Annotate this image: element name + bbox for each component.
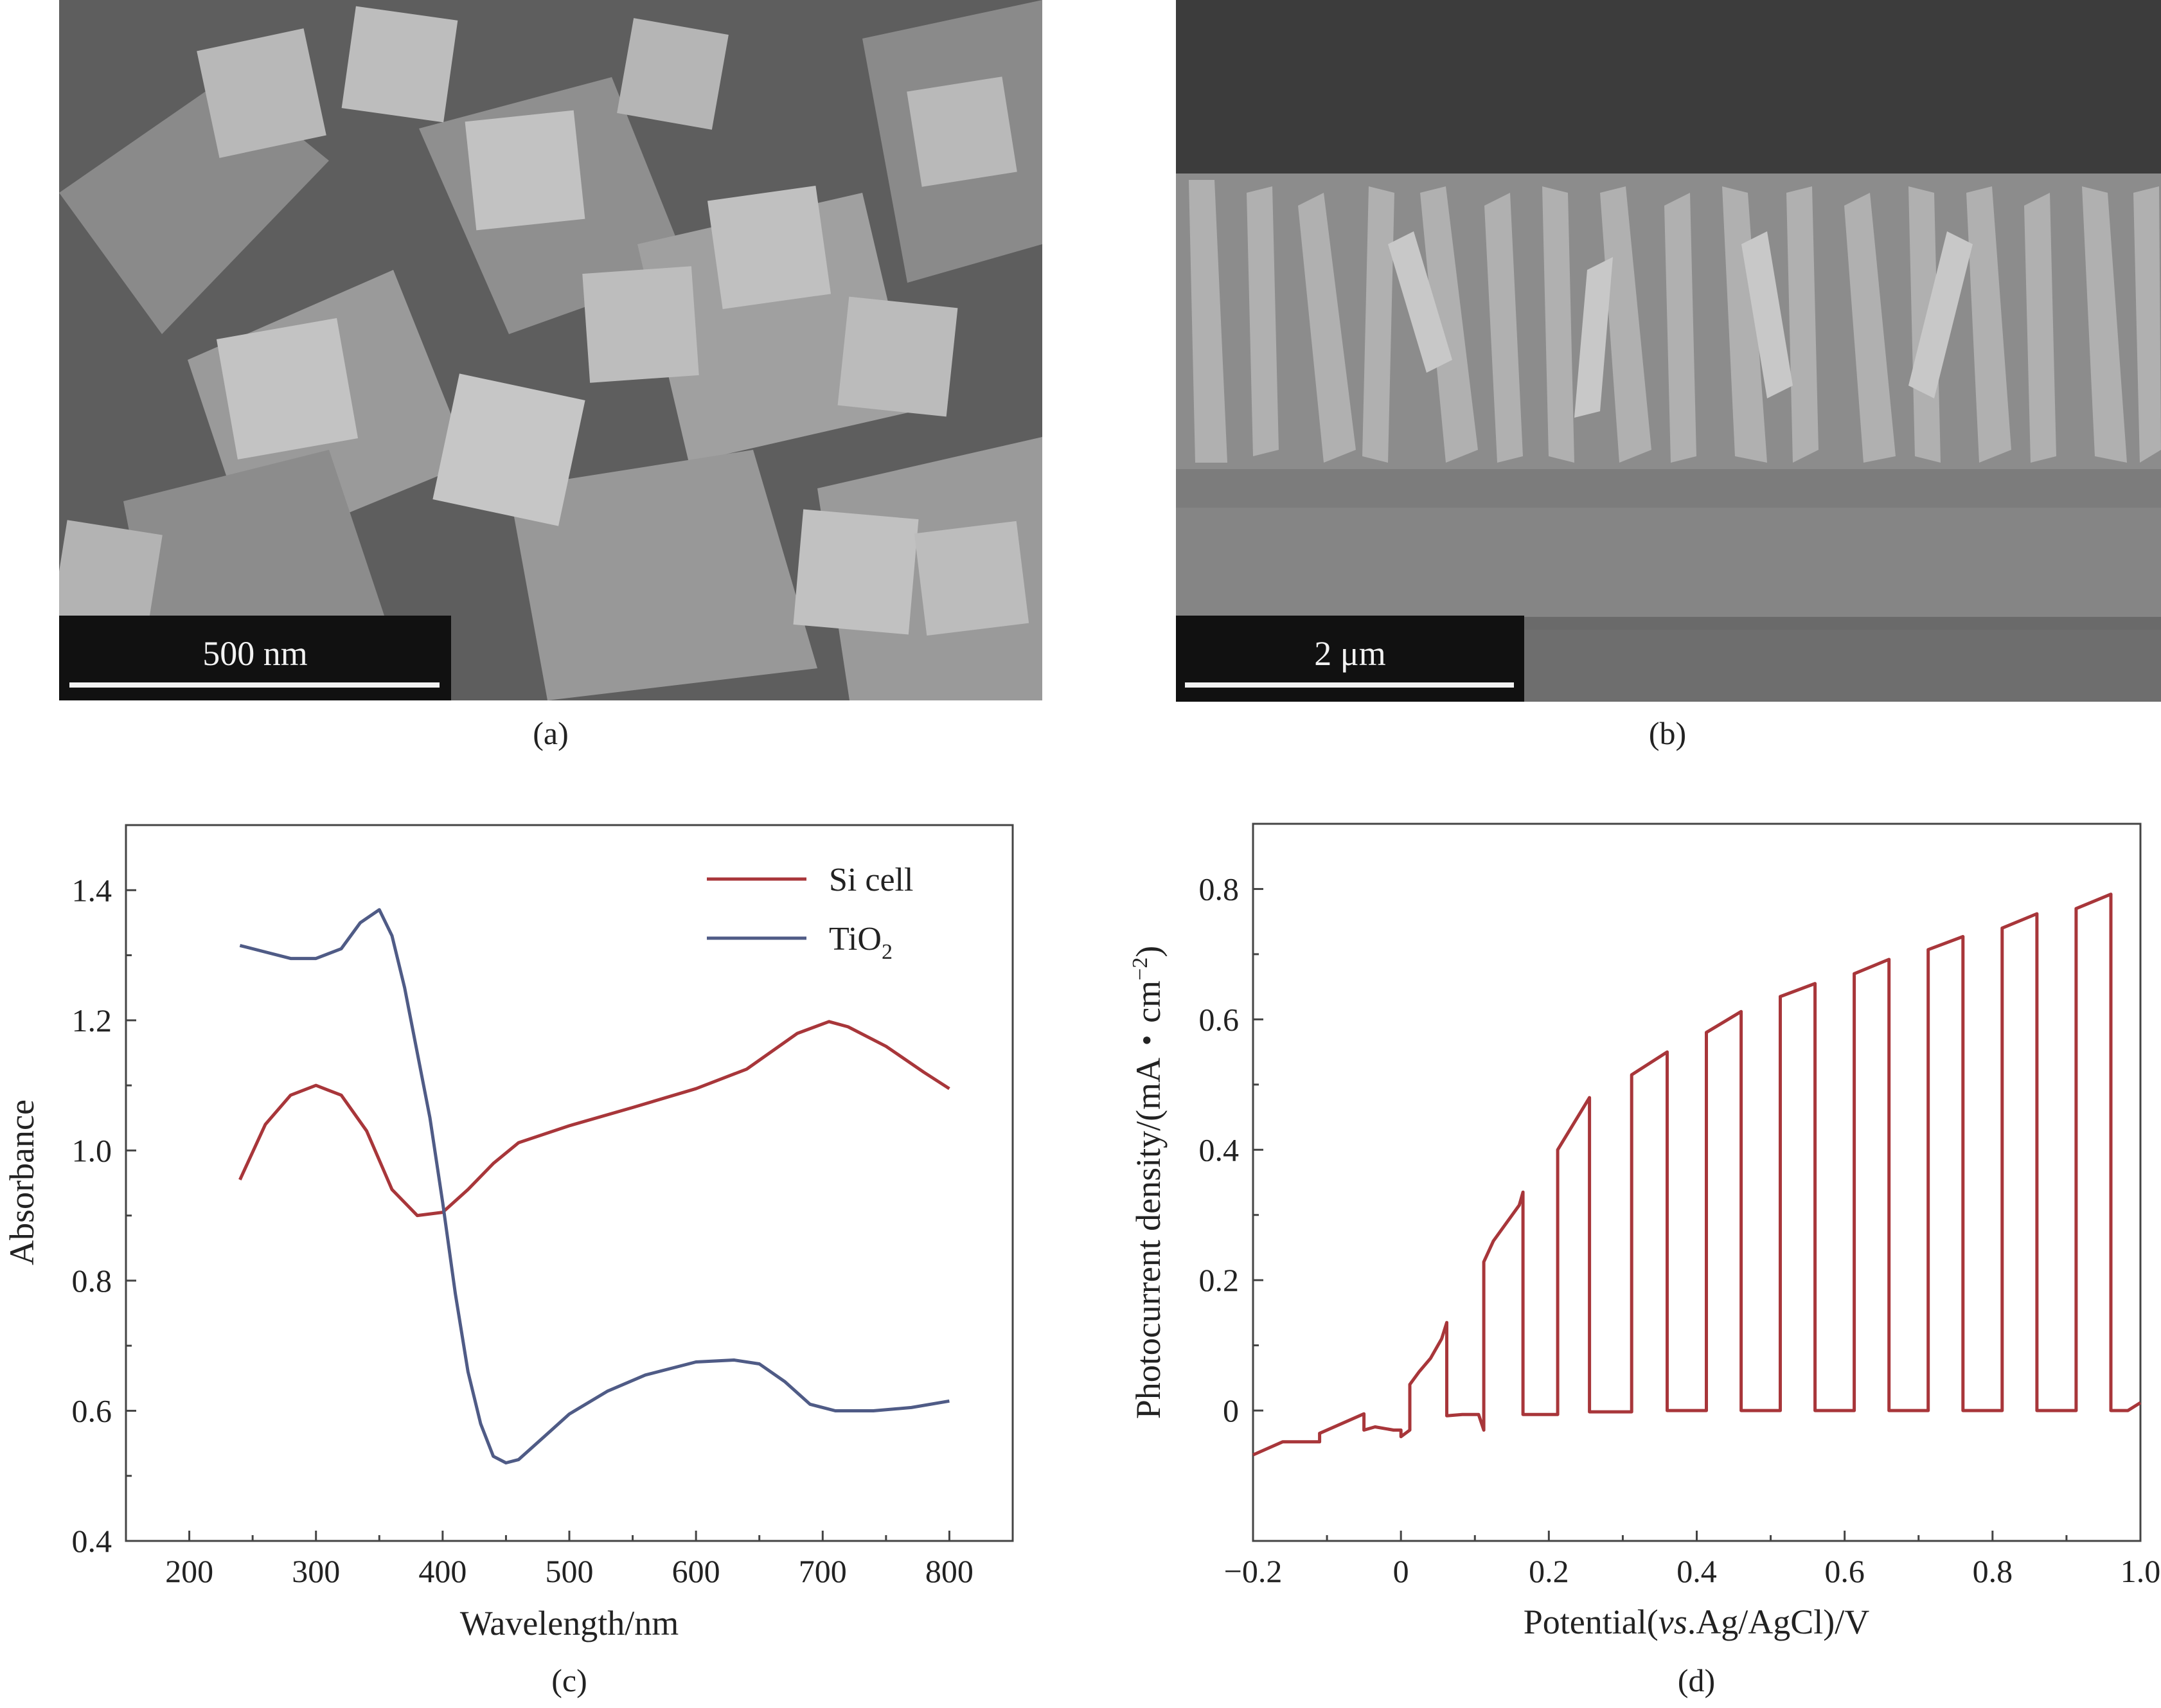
sem-image-cross-section bbox=[1176, 0, 2161, 702]
y-tick-label: 0.2 bbox=[1199, 1262, 1240, 1298]
x-tick-label: 500 bbox=[546, 1553, 594, 1589]
y-axis-label-d: Photocurrent density/(mA・cm−2) bbox=[1128, 946, 1168, 1419]
x-tick-label: 0.8 bbox=[1973, 1553, 2013, 1589]
y-tick-label: 1.2 bbox=[72, 1002, 112, 1038]
y-tick-label: 0.4 bbox=[1199, 1132, 1240, 1168]
scale-bar-label-b: 2 μm bbox=[1314, 634, 1386, 673]
series-line-si-cell bbox=[238, 1020, 950, 1218]
x-tick-label: −0.2 bbox=[1224, 1553, 1283, 1589]
caption-b: (b) bbox=[1648, 715, 1687, 751]
scale-bar-line-b bbox=[1185, 682, 1514, 688]
x-tick-label: 200 bbox=[165, 1553, 213, 1589]
y-tick-label: 1.0 bbox=[72, 1132, 112, 1168]
tick-group-c: 200 300 400 500 600 700 800 0.4 0.6 0.8 1.0 1.2 1.4 bbox=[72, 872, 974, 1589]
y-tick-label: 0.6 bbox=[1199, 1001, 1240, 1037]
chart-c: 200 300 400 500 600 700 8000.40.60.81.01.21.4 … bbox=[3, 824, 1014, 1698]
chart-d: −0.2 0 0.2 0.4 0.6 0.8 1.0 0 0.2 0.4 0.6 0.8 Potent… bbox=[1128, 823, 2161, 1698]
x-axis-label-c: Wavelength/nm bbox=[460, 1604, 679, 1642]
legend-label-si-cell: Si cell bbox=[829, 862, 913, 898]
sem-cross-section-texture bbox=[1176, 0, 2161, 702]
y-axis-label-c: Absorbance bbox=[3, 1099, 41, 1265]
y-tick-label: 0.8 bbox=[1199, 871, 1240, 907]
scale-bar-line-a bbox=[69, 682, 440, 688]
y-tick-label: 0.8 bbox=[72, 1263, 112, 1299]
y-tick-label: 1.4 bbox=[72, 872, 112, 908]
x-tick-label: 1.0 bbox=[2121, 1553, 2161, 1589]
x-axis-label-d: Potential(vs.Ag/AgCl)/V bbox=[1524, 1603, 1869, 1641]
x-tick-label: 800 bbox=[925, 1553, 974, 1589]
x-tick-label: 0.2 bbox=[1529, 1553, 1569, 1589]
legend-label-tio2: TiO2 bbox=[829, 921, 893, 964]
x-tick-label: 0.4 bbox=[1676, 1553, 1717, 1589]
y-tick-label: 0.6 bbox=[72, 1392, 112, 1428]
legend-c: Si cell TiO2 bbox=[707, 862, 913, 964]
caption-c: (c) bbox=[551, 1662, 587, 1698]
scale-bar-a: 500 nm bbox=[59, 616, 451, 700]
tick-group-d: −0.2 0 0.2 0.4 0.6 0.8 1.0 0 0.2 0.4 0.6 0.8 bbox=[1199, 871, 2161, 1589]
series-line-tio2 bbox=[239, 908, 950, 1464]
scale-bar-b: 2 μm bbox=[1176, 616, 1524, 702]
scale-bar-label-a: 500 nm bbox=[202, 634, 308, 673]
x-tick-label: 0.6 bbox=[1824, 1553, 1865, 1589]
sem-image-top-view bbox=[59, 0, 1042, 700]
plot-frame-d bbox=[1252, 823, 2142, 1542]
x-tick-label: 600 bbox=[672, 1553, 720, 1589]
x-tick-label: 0 bbox=[1393, 1553, 1409, 1589]
sem-top-view-texture bbox=[59, 0, 1042, 700]
x-tick-label: 400 bbox=[418, 1553, 467, 1589]
caption-d: (d) bbox=[1678, 1662, 1715, 1698]
y-tick-label: 0 bbox=[1223, 1392, 1239, 1428]
x-tick-label: 700 bbox=[799, 1553, 847, 1589]
series-group-d bbox=[1252, 893, 2142, 1457]
series-line-series-0 bbox=[1252, 893, 2142, 1457]
series-group-c bbox=[238, 908, 950, 1464]
caption-a: (a) bbox=[533, 715, 569, 751]
y-tick-label: 0.4 bbox=[72, 1523, 112, 1559]
x-tick-label: 300 bbox=[292, 1553, 340, 1589]
